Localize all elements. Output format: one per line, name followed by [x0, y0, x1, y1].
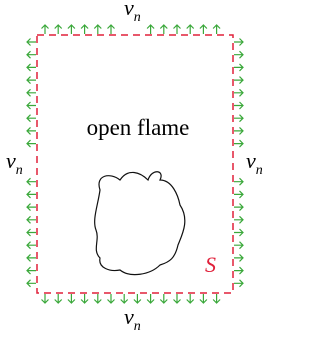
control-surface — [37, 35, 233, 293]
velocity-arrow — [213, 25, 220, 34]
velocity-arrow — [234, 267, 243, 274]
velocity-arrow — [42, 294, 49, 303]
velocity-arrow — [27, 127, 36, 134]
velocity-arrow — [234, 51, 243, 58]
velocity-arrow — [108, 294, 115, 303]
velocity-arrow — [27, 89, 36, 96]
velocity-arrow — [160, 25, 167, 34]
velocity-arrow — [27, 115, 36, 122]
velocity-arrow — [174, 25, 181, 34]
right-velocity-label: vn — [246, 148, 263, 178]
velocity-arrow — [147, 294, 154, 303]
velocity-arrow — [27, 191, 36, 198]
velocity-arrow — [234, 64, 243, 71]
bottom-velocity-label: vn — [124, 304, 141, 334]
subscript: n — [16, 163, 23, 178]
velocity-arrow — [234, 115, 243, 122]
subscript: n — [134, 10, 141, 25]
velocity-arrow — [27, 242, 36, 249]
left-velocity-label: vn — [6, 148, 23, 178]
velocity-arrow — [68, 294, 75, 303]
velocity-arrow — [94, 294, 101, 303]
subscript: n — [256, 163, 263, 178]
symbol: v — [6, 148, 16, 173]
velocity-arrow — [27, 178, 36, 185]
velocity-arrow — [200, 294, 207, 303]
surface-label: S — [205, 252, 216, 277]
flame-outline — [95, 172, 185, 275]
velocity-arrow — [187, 294, 194, 303]
velocity-arrow — [27, 140, 36, 147]
velocity-arrow — [42, 25, 49, 34]
velocity-arrow — [234, 191, 243, 198]
top-velocity-label: vn — [124, 0, 141, 25]
velocity-arrow — [234, 140, 243, 147]
velocity-arrow — [81, 294, 88, 303]
velocity-arrow — [234, 77, 243, 84]
velocity-arrow — [27, 204, 36, 211]
velocity-arrow — [121, 294, 128, 303]
velocity-arrow — [27, 51, 36, 58]
page: open flame S vn vn vn vn (() => { const … — [0, 0, 320, 337]
velocity-arrow — [27, 102, 36, 109]
velocity-arrow — [200, 25, 207, 34]
velocity-arrow — [234, 39, 243, 46]
velocity-arrow — [68, 25, 75, 34]
velocity-arrow — [27, 77, 36, 84]
velocity-arrow — [234, 178, 243, 185]
symbol: v — [246, 148, 256, 173]
velocity-arrow — [213, 294, 220, 303]
velocity-arrow — [234, 89, 243, 96]
velocity-arrow — [27, 254, 36, 261]
velocity-arrow — [81, 25, 88, 34]
velocity-arrow — [234, 242, 243, 249]
velocity-arrow — [234, 127, 243, 134]
velocity-arrow — [55, 25, 62, 34]
subscript: n — [134, 319, 141, 334]
velocity-arrow — [234, 216, 243, 223]
velocity-arrow — [234, 229, 243, 236]
symbol: v — [124, 0, 134, 20]
velocity-arrow — [234, 280, 243, 287]
velocity-arrow — [187, 25, 194, 34]
velocity-arrow — [234, 204, 243, 211]
velocity-arrow — [174, 294, 181, 303]
flame-label: open flame — [87, 115, 190, 140]
velocity-arrow — [27, 39, 36, 46]
velocity-arrow — [147, 25, 154, 34]
symbol: v — [124, 304, 134, 329]
velocity-arrow — [27, 229, 36, 236]
velocity-arrow — [27, 64, 36, 71]
velocity-arrow — [27, 216, 36, 223]
velocity-arrow — [94, 25, 101, 34]
diagram: open flame S vn vn vn vn — [0, 0, 271, 337]
velocity-arrow — [27, 267, 36, 274]
velocity-arrow — [108, 25, 115, 34]
velocity-arrow — [234, 254, 243, 261]
velocity-arrow — [55, 294, 62, 303]
velocity-arrow — [234, 102, 243, 109]
velocity-arrow — [27, 280, 36, 287]
velocity-arrow — [160, 294, 167, 303]
velocity-arrow — [134, 294, 141, 303]
